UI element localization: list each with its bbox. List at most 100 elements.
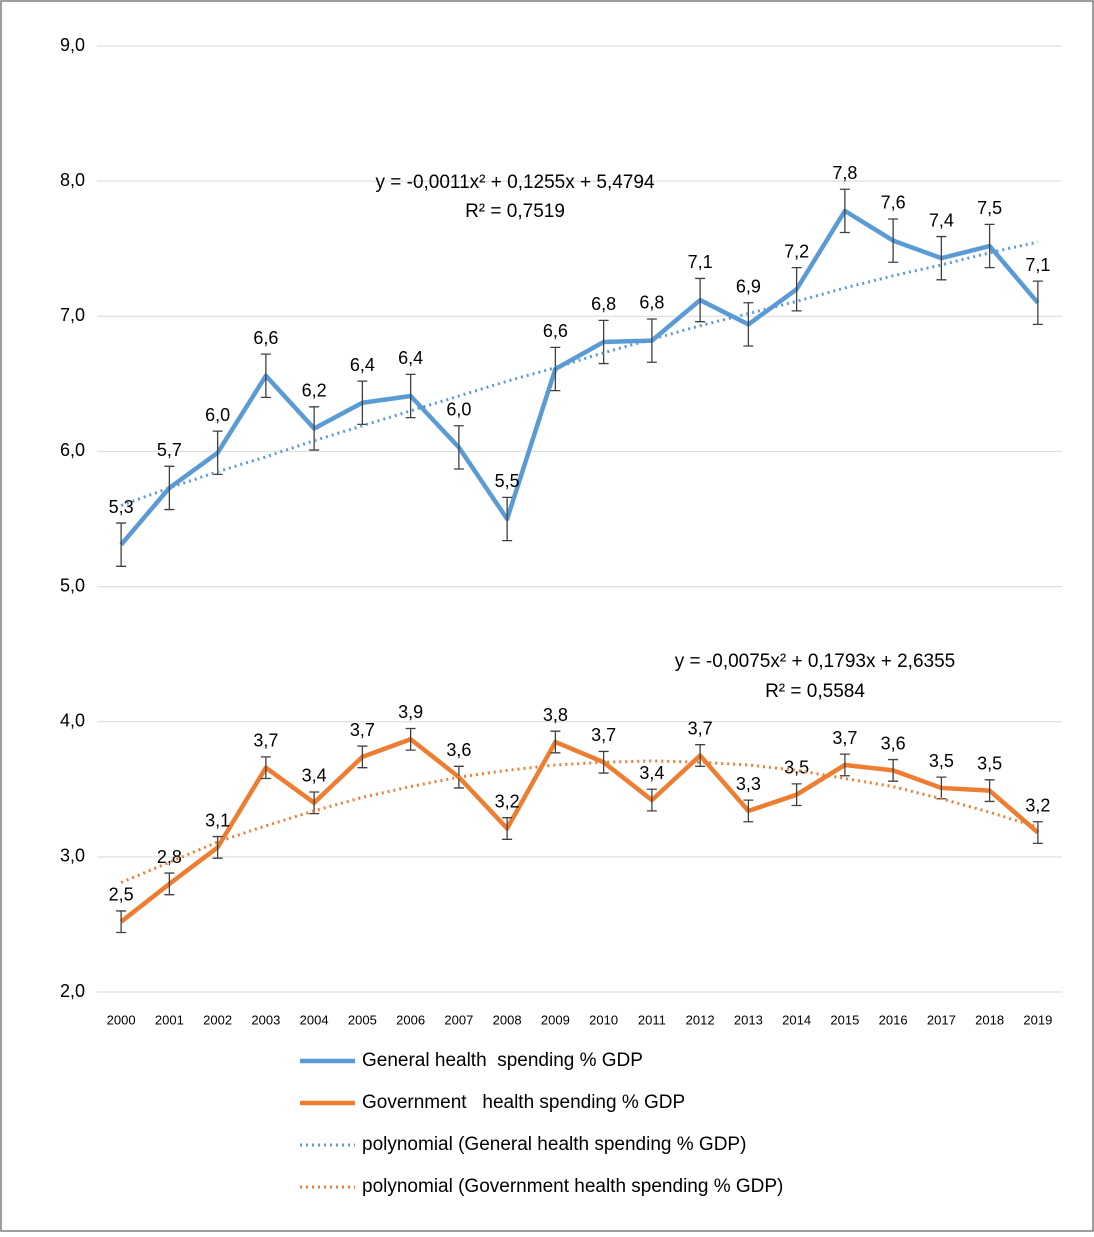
data-label: 3,7 <box>591 725 616 745</box>
legend-label: Government health spending % GDP <box>362 1092 685 1113</box>
y-tick-label: 7,0 <box>60 305 85 325</box>
error-bar <box>260 353 271 399</box>
error-bar <box>984 223 995 269</box>
data-label: 3,2 <box>1025 795 1050 815</box>
x-tick-label: 2009 <box>541 1012 570 1027</box>
data-label: 5,3 <box>109 497 134 517</box>
data-label: 3,6 <box>446 740 471 760</box>
data-label: 6,8 <box>591 294 616 314</box>
data-label: 2,5 <box>109 885 134 905</box>
y-tick-label: 9,0 <box>60 35 85 55</box>
error-bar <box>936 235 947 281</box>
x-tick-label: 2019 <box>1023 1012 1052 1027</box>
error-bar <box>212 835 223 859</box>
x-tick-label: 2014 <box>782 1012 811 1027</box>
data-label: 6,0 <box>446 400 471 420</box>
error-bar <box>984 779 995 803</box>
x-tick-label: 2011 <box>638 1012 666 1027</box>
data-label: 6,8 <box>639 293 664 313</box>
y-tick-label: 2,0 <box>60 981 85 1001</box>
trend-equation: y = -0,0011x² + 0,1255x + 5,4794 <box>375 172 654 193</box>
data-label: 3,6 <box>881 733 906 753</box>
data-label: 5,7 <box>157 440 182 460</box>
error-bar <box>309 791 320 815</box>
error-bar <box>1032 821 1043 844</box>
x-tick-label: 2010 <box>589 1012 618 1027</box>
error-bar <box>743 302 754 347</box>
data-label: 6,4 <box>398 348 423 368</box>
y-tick-label: 3,0 <box>60 846 85 866</box>
y-tick-label: 5,0 <box>60 575 85 595</box>
x-tick-label: 2007 <box>444 1012 473 1027</box>
legend-label: polynomial (Government health spending %… <box>362 1176 783 1197</box>
x-tick-label: 2006 <box>396 1012 425 1027</box>
y-tick-label: 4,0 <box>60 710 85 730</box>
error-bar <box>695 744 706 767</box>
x-tick-label: 2018 <box>975 1012 1004 1027</box>
x-tick-label: 2012 <box>686 1012 715 1027</box>
trend-line <box>120 240 1039 507</box>
data-label: 7,5 <box>977 198 1002 218</box>
data-label: 3,7 <box>350 720 375 740</box>
error-bar <box>791 266 802 312</box>
trend-equation: y = -0,0075x² + 0,1793x + 2,6355 <box>675 651 955 672</box>
data-label: 6,2 <box>302 381 327 401</box>
legend-label: polynomial (General health spending % GD… <box>362 1134 746 1155</box>
error-bar <box>598 750 609 774</box>
trend-line <box>120 759 1039 884</box>
legend-label: General health spending % GDP <box>362 1050 643 1071</box>
error-bar <box>405 373 416 419</box>
error-bar <box>116 522 127 567</box>
x-tick-label: 2001 <box>155 1012 184 1027</box>
data-label: 3,4 <box>639 763 664 783</box>
y-tick-label: 8,0 <box>60 170 85 190</box>
data-label: 6,6 <box>543 321 568 341</box>
data-label: 7,6 <box>881 193 906 213</box>
data-label: 3,5 <box>929 751 954 771</box>
data-label: 6,6 <box>253 328 278 348</box>
error-bar <box>357 380 368 426</box>
data-label: 3,3 <box>736 774 761 794</box>
error-bar <box>550 730 561 754</box>
data-label: 3,7 <box>832 728 857 748</box>
error-bar <box>791 783 802 807</box>
error-bar <box>646 318 657 363</box>
data-label: 3,2 <box>495 791 520 811</box>
data-label: 3,7 <box>253 731 278 751</box>
data-label: 7,4 <box>929 210 954 230</box>
error-bar <box>888 758 899 782</box>
series-line <box>119 737 1040 924</box>
error-bar <box>116 910 127 934</box>
data-label: 5,5 <box>495 471 520 491</box>
series-line <box>119 208 1040 547</box>
data-label: 3,5 <box>977 754 1002 774</box>
x-tick-label: 2015 <box>830 1012 859 1027</box>
error-bar <box>1032 280 1043 326</box>
x-tick-label: 2004 <box>300 1012 329 1027</box>
data-label: 3,7 <box>688 718 713 738</box>
x-tick-label: 2016 <box>879 1012 908 1027</box>
data-label: 3,5 <box>784 758 809 778</box>
x-tick-label: 2000 <box>107 1012 136 1027</box>
error-bar <box>453 425 464 470</box>
x-tick-label: 2005 <box>348 1012 377 1027</box>
data-label: 3,8 <box>543 705 568 725</box>
error-bar <box>839 753 850 777</box>
error-bar <box>743 799 754 823</box>
error-bar <box>502 817 513 840</box>
error-bar <box>598 319 609 365</box>
trend-r-squared: R² = 0,7519 <box>465 201 565 222</box>
error-bar <box>646 788 657 812</box>
error-bar <box>309 406 320 451</box>
x-tick-label: 2013 <box>734 1012 763 1027</box>
error-bar <box>839 188 850 234</box>
data-label: 3,1 <box>205 810 230 830</box>
data-label: 6,0 <box>205 405 230 425</box>
data-label: 7,8 <box>832 163 857 183</box>
error-bar <box>502 496 513 542</box>
error-bar <box>164 872 175 896</box>
x-tick-label: 2017 <box>927 1012 956 1027</box>
data-label: 3,4 <box>302 766 327 786</box>
